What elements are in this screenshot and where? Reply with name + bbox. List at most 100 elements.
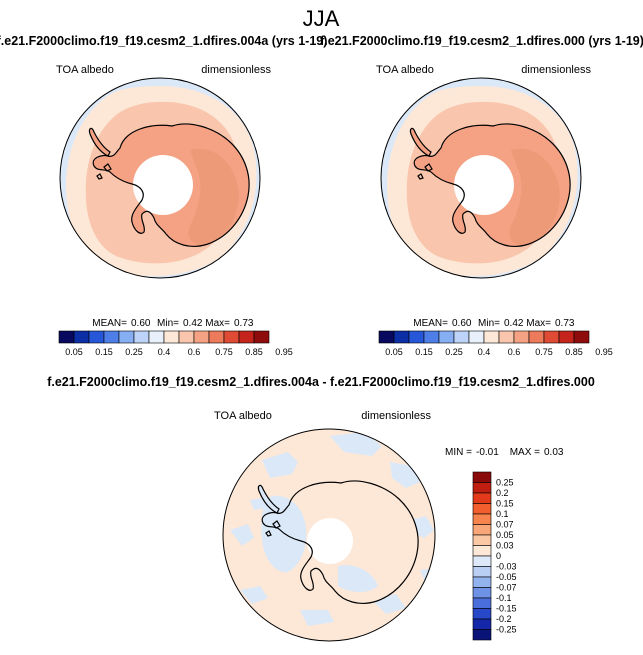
colorbar-swatch (73, 330, 90, 344)
panel-b-max-value: 0.73 (555, 318, 575, 329)
colorbar-swatch (498, 330, 515, 344)
colorbar-swatch (58, 330, 75, 344)
colorbar-swatch (472, 576, 492, 588)
colorbar-swatch (438, 330, 455, 344)
colorbar-tick-label: 0.85 (565, 347, 583, 357)
colorbar-swatch (118, 330, 135, 344)
colorbar-swatch (253, 330, 270, 344)
panel-a-min-label: Min= (157, 318, 179, 329)
colorbar-swatch (472, 608, 492, 620)
panel-a: f.e21.F2000climo.f19_f19.cesm2_1.dfires.… (0, 34, 327, 357)
colorbar-swatch (103, 330, 120, 344)
panel-a-max-label: Max= (205, 318, 230, 329)
colorbar-tick-label: -0.15 (496, 604, 517, 614)
panel-a-coastline (88, 123, 250, 247)
panel-b-right-label: dimensionless (521, 64, 591, 76)
colorbar-tick-label: 0.6 (508, 347, 521, 357)
colorbar-tick-label: -0.1 (496, 593, 512, 603)
colorbar-swatch (472, 534, 492, 546)
colorbar-swatch (528, 330, 545, 344)
colorbar-swatch (148, 330, 165, 344)
colorbar-tick-label: 0.15 (95, 347, 113, 357)
colorbar-tick-label: 0.4 (478, 347, 491, 357)
panel-c-min-label: MIN = (445, 447, 472, 458)
colorbar-tick-label: -0.05 (496, 572, 517, 582)
panel-b-max-label: Max= (526, 318, 551, 329)
colorbar-swatch (453, 330, 470, 344)
colorbar-swatch (193, 330, 210, 344)
colorbar-tick-label: 0.6 (188, 347, 201, 357)
colorbar-tick-label: -0.25 (496, 625, 517, 635)
panel-a-colorbar: 0.05 0.15 0.25 0.4 0.6 0.75 0.85 0.95 (58, 330, 293, 357)
panel-c-left-label: TOA albedo (214, 410, 272, 422)
panel-b-coastline (409, 123, 571, 247)
panel-a-title: f.e21.F2000climo.f19_f19.cesm2_1.dfires.… (0, 34, 327, 48)
panel-c: f.e21.F2000climo.f19_f19.cesm2_1.dfires.… (47, 375, 595, 642)
colorbar-swatch (483, 330, 500, 344)
panel-b-map (381, 78, 581, 278)
panel-b-colorbar: 0.05 0.15 0.25 0.4 0.6 0.75 0.85 0.95 (378, 330, 613, 357)
colorbar-swatch (472, 629, 492, 641)
colorbar-tick-label: 0.15 (496, 499, 514, 509)
colorbar-swatch (573, 330, 590, 344)
colorbar-tick-label: 0.2 (496, 488, 509, 498)
colorbar-tick-label: 0.05 (496, 530, 514, 540)
panel-c-stats: MIN = -0.01 MAX = 0.03 (445, 447, 564, 458)
colorbar-tick-label: 0.1 (496, 509, 509, 519)
colorbar-tick-label: -0.03 (496, 562, 517, 572)
colorbar-tick-label: 0.95 (275, 347, 293, 357)
panel-a-max-value: 0.73 (234, 318, 254, 329)
panel-a-mean-value: 0.60 (131, 318, 151, 329)
colorbar-swatch (543, 330, 560, 344)
colorbar-tick-label: 0.75 (215, 347, 233, 357)
colorbar-tick-label: -0.07 (496, 583, 517, 593)
figure-title: JJA (303, 6, 340, 31)
panel-c-map-border (222, 428, 436, 642)
panel-a-map (60, 78, 260, 278)
colorbar-swatch (423, 330, 440, 344)
panel-b-stats: MEAN= 0.60 Min= 0.42 Max= 0.73 (413, 318, 575, 329)
colorbar-swatch (472, 513, 492, 525)
colorbar-swatch (468, 330, 485, 344)
colorbar-swatch (178, 330, 195, 344)
colorbar-swatch (558, 330, 575, 344)
panel-c-map (223, 429, 435, 641)
panel-b-mean-value: 0.60 (452, 318, 472, 329)
colorbar-swatch (472, 471, 492, 483)
panel-b-left-label: TOA albedo (376, 64, 434, 76)
colorbar-swatch (163, 330, 180, 344)
panel-b-min-value: 0.42 (504, 318, 524, 329)
colorbar-swatch (472, 618, 492, 630)
colorbar-tick-label: 0.07 (496, 520, 514, 530)
panel-c-coastline (257, 480, 419, 604)
colorbar-swatch (88, 330, 105, 344)
panel-a-right-label: dimensionless (201, 64, 271, 76)
panel-a-map-border (59, 77, 261, 279)
colorbar-swatch (472, 503, 492, 515)
colorbar-tick-label: 0.75 (535, 347, 553, 357)
colorbar-swatch (133, 330, 150, 344)
colorbar-tick-label: 0 (496, 551, 501, 561)
panel-c-max-value: 0.03 (544, 447, 564, 458)
colorbar-swatch (472, 555, 492, 567)
panel-a-min-value: 0.42 (183, 318, 203, 329)
panel-a-mean-label: MEAN= (92, 318, 127, 329)
colorbar-tick-label: 0.4 (158, 347, 171, 357)
colorbar-swatch (393, 330, 410, 344)
colorbar-swatch (513, 330, 530, 344)
colorbar-tick-label: 0.03 (496, 541, 514, 551)
colorbar-swatch (472, 566, 492, 578)
colorbar-tick-label: 0.25 (445, 347, 463, 357)
colorbar-tick-label: 0.15 (415, 347, 433, 357)
panel-b-map-border (380, 77, 582, 279)
colorbar-tick-label: 0.95 (595, 347, 613, 357)
colorbar-tick-label: 0.85 (245, 347, 263, 357)
panel-c-title: f.e21.F2000climo.f19_f19.cesm2_1.dfires.… (47, 375, 595, 389)
colorbar-swatch (472, 492, 492, 504)
colorbar-swatch (472, 597, 492, 609)
colorbar-tick-label: 0.05 (385, 347, 403, 357)
colorbar-swatch (472, 482, 492, 494)
panel-c-min-value: -0.01 (476, 447, 499, 458)
panel-c-right-label: dimensionless (361, 410, 431, 422)
